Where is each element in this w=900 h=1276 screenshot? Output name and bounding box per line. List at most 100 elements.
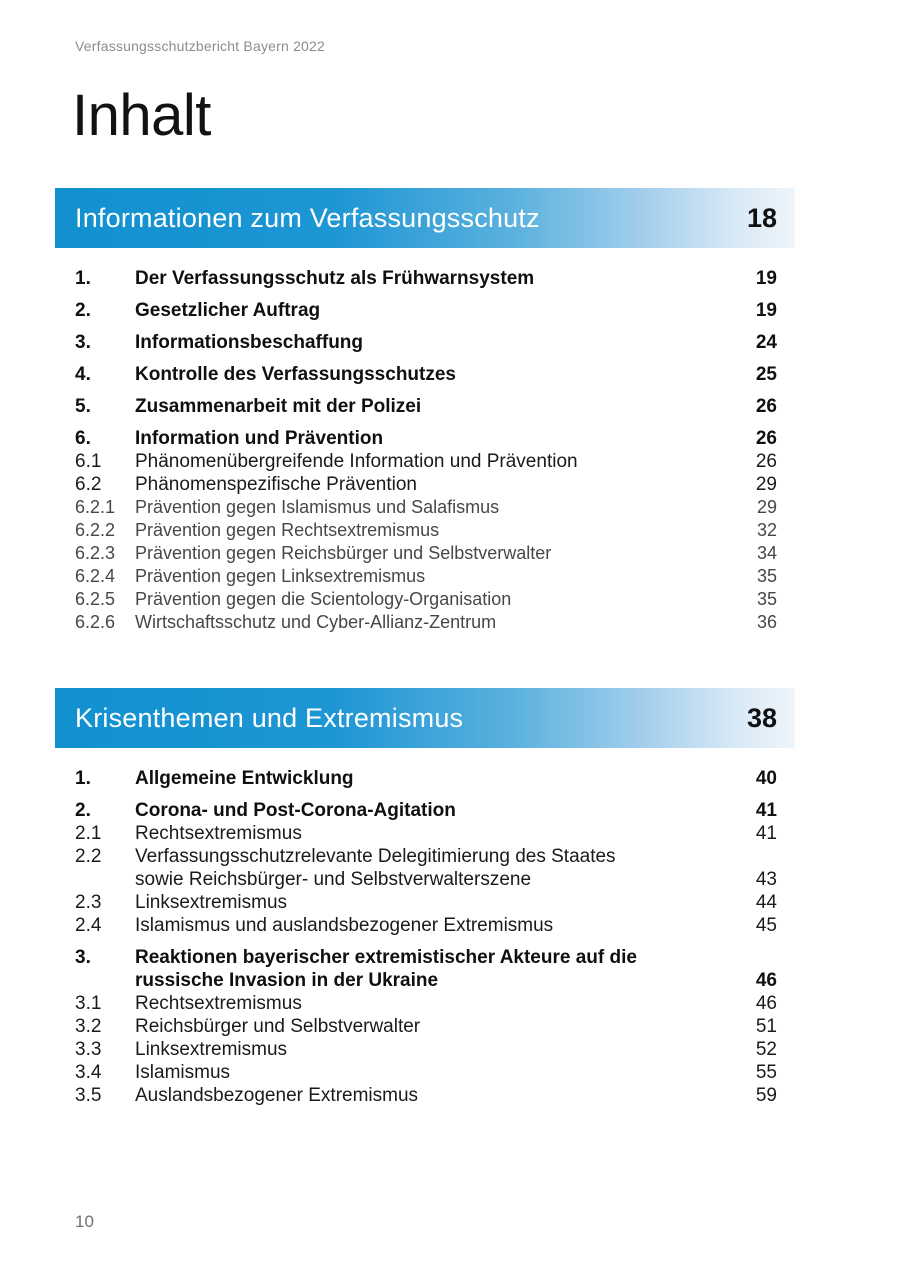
- toc-entry-label: Prävention gegen Reichsbürger und Selbst…: [135, 543, 552, 563]
- toc-entry-label: Islamismus und auslandsbezogener Extremi…: [135, 915, 554, 936]
- toc-entry-label: Allgemeine Entwicklung: [135, 768, 354, 789]
- toc-entry-page: 44: [755, 892, 777, 913]
- toc-entry-label: Verfassungsschutzrelevante Delegitimieru…: [135, 846, 616, 890]
- toc-entry-number: 3.: [75, 332, 91, 353]
- toc-entry-number: 3.2: [75, 1016, 102, 1037]
- toc-entry-number: 6.2.2: [75, 520, 116, 540]
- page-title: Inhalt: [72, 83, 211, 148]
- section-title: Informationen zum Verfassungsschutz: [75, 202, 540, 233]
- toc-row: 6.2.5 Prävention gegen die Scientology-O…: [75, 588, 777, 611]
- toc-entry-number: 6.2.5: [75, 589, 116, 609]
- toc-entry-page: 34: [756, 543, 777, 563]
- toc-entry-number: 3.: [75, 947, 91, 968]
- toc-row: 2.1 Rechtsextremismus 41: [75, 822, 777, 845]
- section-page-number: 18: [746, 202, 777, 233]
- toc-entry-page: 32: [756, 520, 777, 540]
- toc-entry-number: 2.4: [75, 915, 102, 936]
- toc-entry-label: Zusammenarbeit mit der Polizei: [135, 396, 422, 417]
- toc-entry-number: 2.3: [75, 892, 102, 913]
- toc-row: 6.1 Phänomenübergreifende Information un…: [75, 450, 777, 473]
- toc-entry-label: Gesetzlicher Auftrag: [135, 300, 321, 321]
- section-krisenthemen: Krisenthemen und Extremismus 38 1. Allge…: [55, 688, 795, 1107]
- toc-entry-page: 59: [755, 1085, 777, 1106]
- toc-entry-page: 26: [755, 451, 777, 472]
- toc-entry-label: Phänomenspezifische Prävention: [135, 474, 418, 495]
- toc-entry-page: 41: [755, 800, 777, 821]
- toc-list: 1. Der Verfassungsschutz als Frühwarnsys…: [55, 248, 795, 634]
- toc-row: 4. Kontrolle des Verfassungsschutzes 25: [75, 363, 777, 386]
- toc-entry-label: Reaktionen bayerischer extremistischer A…: [135, 947, 637, 991]
- toc-entry-number: 5.: [75, 396, 91, 417]
- toc-entry-page: 26: [755, 396, 777, 417]
- toc-row: 3.4 Islamismus 55: [75, 1061, 777, 1084]
- toc-entry-number: 2.2: [75, 846, 102, 867]
- toc-entry-number: 3.3: [75, 1039, 102, 1060]
- toc-entry-label: Prävention gegen die Scientology-Organis…: [135, 589, 512, 609]
- section-informationen: Informationen zum Verfassungsschutz 18 1…: [55, 188, 795, 634]
- toc-row: 6. Information und Prävention 26: [75, 427, 777, 450]
- toc-entry-page: 43: [755, 869, 777, 890]
- toc-entry-number: 6.2: [75, 474, 102, 495]
- toc-entry-label: Prävention gegen Rechtsextremismus: [135, 520, 440, 540]
- toc-entry-number: 3.5: [75, 1085, 102, 1106]
- toc-row: 3. Reaktionen bayerischer extremistische…: [75, 946, 777, 992]
- toc-entry-page: 19: [755, 268, 777, 289]
- running-header: Verfassungsschutzbericht Bayern 2022: [75, 38, 326, 54]
- toc-row: 2.4 Islamismus und auslandsbezogener Ext…: [75, 914, 777, 937]
- toc-entry-label: Informationsbeschaffung: [135, 332, 364, 353]
- toc-row: 3.5 Auslandsbezogener Extremismus 59: [75, 1084, 777, 1107]
- toc-row: 3. Informationsbeschaffung 24: [75, 331, 777, 354]
- toc-row: 3.2 Reichsbürger und Selbstverwalter 51: [75, 1015, 777, 1038]
- toc-row: 6.2.2 Prävention gegen Rechtsextremismus…: [75, 519, 777, 542]
- toc-entry-page: 35: [756, 589, 777, 609]
- toc-entry-label: Reichsbürger und Selbstverwalter: [135, 1016, 421, 1037]
- toc-entry-number: 6.2.4: [75, 566, 116, 586]
- toc-entry-page: 29: [755, 474, 777, 495]
- toc-entry-label: Prävention gegen Islamismus und Salafism…: [135, 497, 500, 517]
- section-header-bar: Informationen zum Verfassungsschutz 18: [55, 188, 795, 248]
- toc-entry-page: 51: [755, 1016, 777, 1037]
- toc-entry-number: 3.4: [75, 1062, 102, 1083]
- section-page-number: 38: [746, 702, 777, 733]
- toc-entry-number: 6.: [75, 428, 91, 449]
- toc-row: 5. Zusammenarbeit mit der Polizei 26: [75, 395, 777, 418]
- footer-page-number: 10: [75, 1212, 94, 1231]
- toc-list: 1. Allgemeine Entwicklung 40 2. Corona- …: [55, 748, 795, 1107]
- toc-entry-page: 19: [755, 300, 777, 321]
- toc-entry-label: Rechtsextremismus: [135, 823, 302, 844]
- toc-entry-label: Der Verfassungsschutz als Frühwarnsystem: [135, 268, 535, 289]
- toc-entry-page: 41: [755, 823, 777, 844]
- toc-entry-label: Rechtsextremismus: [135, 993, 302, 1014]
- toc-entry-page: 55: [755, 1062, 777, 1083]
- toc-entry-number: 6.2.1: [75, 497, 116, 517]
- toc-entry-label: Corona- und Post-Corona-Agitation: [135, 800, 456, 821]
- toc-entry-label: Linksextremismus: [135, 892, 288, 913]
- toc-entry-page: 26: [755, 428, 777, 449]
- toc-entry-label: Information und Prävention: [135, 428, 384, 449]
- toc-entry-page: 40: [755, 768, 777, 789]
- toc-row: 6.2 Phänomenspezifische Prävention 29: [75, 473, 777, 496]
- toc-row: 3.1 Rechtsextremismus 46: [75, 992, 777, 1015]
- toc-row: 6.2.1 Prävention gegen Islamismus und Sa…: [75, 496, 777, 519]
- toc-entry-number: 2.: [75, 300, 91, 321]
- toc-row: 2.3 Linksextremismus 44: [75, 891, 777, 914]
- toc-row: 1. Allgemeine Entwicklung 40: [75, 767, 777, 790]
- toc-entry-label: Kontrolle des Verfassungsschutzes: [135, 364, 456, 385]
- toc-entry-page: 24: [755, 332, 777, 353]
- toc-row: 2. Corona- und Post-Corona-Agitation 41: [75, 799, 777, 822]
- toc-entry-label: Phänomenübergreifende Information und Pr…: [135, 451, 578, 472]
- toc-entry-label: Wirtschaftsschutz und Cyber-Allianz-Zent…: [135, 612, 497, 632]
- toc-entry-page: 25: [755, 364, 777, 385]
- toc-entry-page: 29: [756, 497, 777, 517]
- toc-entry-label: Auslandsbezogener Extremismus: [135, 1085, 419, 1106]
- toc-entry-page: 36: [756, 612, 777, 632]
- toc-row: 2.2 Verfassungsschutzrelevante Delegitim…: [75, 845, 777, 891]
- toc-entry-page: 46: [755, 993, 777, 1014]
- toc-entry-number: 6.1: [75, 451, 102, 472]
- toc-row: 6.2.6 Wirtschaftsschutz und Cyber-Allian…: [75, 611, 777, 634]
- toc-row: 6.2.3 Prävention gegen Reichsbürger und …: [75, 542, 777, 565]
- toc-entry-page: 35: [756, 566, 777, 586]
- toc-row: 3.3 Linksextremismus 52: [75, 1038, 777, 1061]
- toc-row: 2. Gesetzlicher Auftrag 19: [75, 299, 777, 322]
